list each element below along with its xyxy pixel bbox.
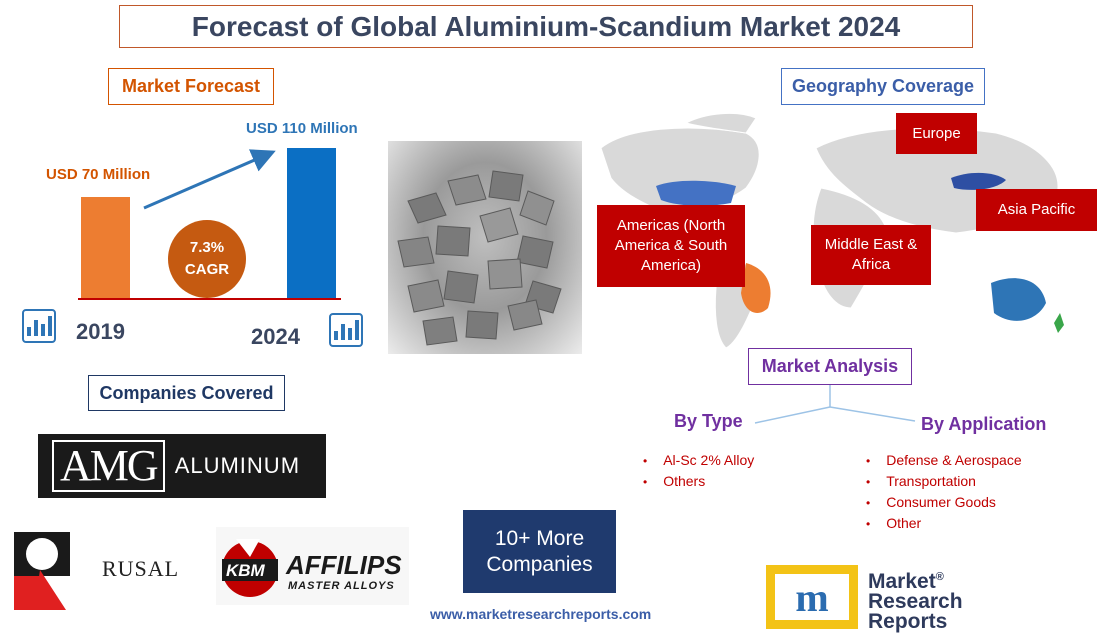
region-asia-pacific: Asia Pacific [976, 189, 1097, 231]
value-2024-label: USD 110 Million [246, 120, 358, 137]
growth-arrow-icon [143, 149, 276, 210]
north-america-highlight [656, 180, 736, 206]
market-forecast-label: Market Forecast [108, 68, 274, 105]
cagr-badge: 7.3% CAGR [168, 220, 246, 298]
list-item: Al-Sc 2% Alloy [643, 450, 754, 471]
bar-2024 [287, 148, 336, 299]
mrr-logo-mark: m [766, 565, 858, 629]
year-2024: 2024 [251, 324, 300, 349]
rusal-logo: RUSAL [14, 532, 189, 612]
bar-chart-icon [329, 313, 363, 347]
rusal-emblem-icon [14, 532, 70, 610]
ingot-pile-graphic [397, 170, 562, 346]
new-zealand-highlight [1054, 313, 1064, 333]
list-item: Defense & Aerospace [866, 450, 1021, 471]
amg-word: ALUMINUM [174, 453, 301, 478]
market-analysis-label: Market Analysis [748, 348, 912, 385]
list-item: Consumer Goods [866, 492, 1022, 513]
kbm-affilips-logo: KBM AFFILIPS MASTER ALLOYS [216, 527, 409, 605]
region-middle-east-africa: Middle East & Africa [811, 225, 931, 285]
asia-highlight [951, 172, 1006, 190]
mrr-line-3: Reports [868, 610, 948, 633]
chart-baseline [78, 298, 341, 300]
analysis-branch-lines [754, 385, 916, 424]
affilips-name: AFFILIPS [285, 550, 402, 580]
rusal-word: RUSAL [102, 556, 180, 581]
value-2019-label: USD 70 Million [46, 166, 151, 183]
website-url[interactable]: www.marketresearchreports.com [430, 606, 652, 622]
australia-highlight [991, 278, 1046, 321]
by-application-heading: By Application [921, 414, 1047, 434]
bar-2019 [81, 197, 130, 299]
by-type-list: Al-Sc 2% Alloy Others [643, 450, 754, 492]
companies-covered-label: Companies Covered [88, 375, 285, 411]
region-americas: Americas (North America & South America) [597, 205, 745, 287]
mrr-logo-text: Market® Research Reports [868, 567, 963, 632]
region-europe: Europe [896, 113, 977, 154]
list-item: Others [643, 471, 754, 492]
mrr-m-icon: m [775, 574, 849, 620]
by-application-list: Defense & Aerospace Transportation Consu… [866, 450, 1022, 534]
aluminium-scandium-ingots-photo [388, 141, 582, 354]
by-type-heading: By Type [674, 411, 743, 431]
list-item: Other [866, 513, 1022, 534]
list-item: Transportation [866, 471, 1022, 492]
amg-aluminum-logo: AMG ALUMINUM [38, 434, 326, 498]
more-companies-box: 10+ More Companies [463, 510, 616, 593]
amg-mark: AMG [52, 440, 165, 492]
page-title: Forecast of Global Aluminium-Scandium Ma… [191, 10, 901, 42]
bar-chart-icon [22, 309, 56, 343]
mrr-registered: ® [935, 571, 944, 583]
cagr-value: 7.3% [189, 239, 225, 256]
year-2019: 2019 [76, 319, 125, 344]
south-america-highlight [741, 263, 771, 313]
mrr-line-2: Research [868, 590, 963, 613]
geography-coverage-label: Geography Coverage [781, 68, 985, 105]
title-box: Forecast of Global Aluminium-Scandium Ma… [119, 5, 973, 48]
mrr-line-1: Market [868, 570, 936, 593]
kbm-badge: KBM [226, 561, 266, 580]
cagr-label: CAGR [184, 261, 230, 278]
affilips-logo-graphic: KBM AFFILIPS MASTER ALLOYS [222, 539, 402, 597]
affilips-tagline: MASTER ALLOYS [288, 580, 395, 592]
